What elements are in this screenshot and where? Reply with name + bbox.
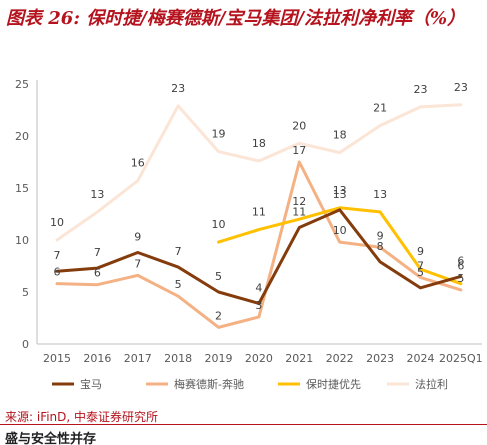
x-tick-label: 2022 — [326, 352, 354, 365]
data-label: 18 — [252, 137, 266, 150]
series-line — [55, 103, 463, 242]
data-label: 13 — [373, 188, 387, 201]
data-label: 13 — [333, 188, 347, 201]
y-tick-label: 15 — [15, 182, 29, 195]
legend-label: 宝马 — [80, 377, 102, 391]
y-tick-label: 10 — [15, 234, 29, 247]
x-tick-label: 2021 — [285, 352, 313, 365]
data-label: 23 — [454, 81, 468, 94]
y-tick-label: 0 — [22, 338, 29, 351]
divider — [0, 424, 487, 425]
data-label: 16 — [131, 157, 145, 170]
x-tick-label: 2023 — [366, 352, 394, 365]
series-line — [55, 160, 463, 329]
data-label: 2 — [215, 309, 222, 322]
data-label: 6 — [457, 260, 464, 273]
data-label: 20 — [292, 119, 306, 132]
data-label: 7 — [417, 259, 424, 272]
x-tick-label: 2018 — [164, 352, 192, 365]
y-tick-label: 25 — [15, 78, 29, 91]
legend: 宝马 梅赛德斯-奔驰 保时捷优先 法拉利 — [52, 377, 448, 391]
data-label: 18 — [333, 129, 347, 142]
data-label: 7 — [175, 245, 182, 258]
x-tick-label: 2017 — [124, 352, 152, 365]
data-label: 6 — [94, 267, 101, 280]
data-label: 3 — [255, 299, 262, 312]
data-label: 23 — [171, 82, 185, 95]
data-label: 11 — [292, 206, 306, 219]
x-tick-label: 2019 — [205, 352, 233, 365]
data-label: 7 — [94, 246, 101, 259]
data-label: 7 — [54, 249, 61, 262]
data-label: 4 — [255, 281, 262, 294]
data-label: 21 — [373, 102, 387, 115]
data-label: 5 — [417, 266, 424, 279]
data-label: 10 — [50, 216, 64, 229]
x-tick-label: 2025Q1 — [439, 352, 483, 365]
data-label: 5 — [215, 270, 222, 283]
data-label: 19 — [212, 128, 226, 141]
y-tick-label: 5 — [22, 286, 29, 299]
data-label: 13 — [333, 184, 347, 197]
source-note: 来源: iFinD, 中泰证券研究所 — [5, 410, 159, 424]
data-label: 9 — [134, 230, 141, 243]
body-text-fragment: 盛与安全性并存 — [5, 432, 97, 445]
legend-label: 保时捷优先 — [306, 377, 361, 391]
data-label: 9 — [417, 245, 424, 258]
data-label: 12 — [292, 195, 306, 208]
series-line — [55, 208, 463, 305]
x-tick-label: 2015 — [43, 352, 71, 365]
data-label: 11 — [252, 206, 266, 219]
legend-label: 梅赛德斯-奔驰 — [174, 377, 244, 391]
data-label: 8 — [377, 240, 384, 253]
x-tick-label: 2024 — [406, 352, 434, 365]
data-label: 17 — [292, 144, 306, 157]
figure-title: 图表 26: 保时捷/梅赛德斯/宝马集团/法拉利净利率（%） — [6, 8, 466, 29]
data-label: 6 — [54, 266, 61, 279]
x-tick-label: 2020 — [245, 352, 273, 365]
x-tick-label: 2016 — [83, 352, 111, 365]
data-label: 10 — [333, 224, 347, 237]
data-label: 9 — [377, 229, 384, 242]
y-tick-label: 20 — [15, 130, 29, 143]
data-label: 5 — [457, 272, 464, 285]
data-label: 10 — [212, 218, 226, 231]
data-label: 6 — [457, 254, 464, 267]
series-lines — [55, 103, 463, 329]
data-label: 5 — [175, 278, 182, 291]
legend-label: 法拉利 — [415, 377, 448, 391]
data-label: 13 — [90, 188, 104, 201]
series-line — [217, 206, 463, 286]
data-label: 23 — [413, 83, 427, 96]
data-label: 7 — [134, 257, 141, 270]
